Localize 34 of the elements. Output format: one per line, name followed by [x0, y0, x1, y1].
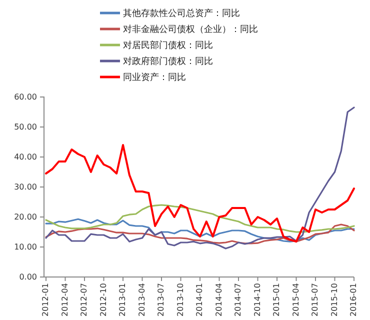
- legend-label: 同业资产：同比: [123, 72, 186, 84]
- x-tick-label: 2015-07: [310, 283, 320, 316]
- x-tick-label: 2012-04: [60, 283, 70, 316]
- y-tick-label: 40.00: [14, 152, 37, 162]
- x-tick-label: 2014-07: [234, 283, 243, 316]
- x-tick-label: 2015-10: [330, 283, 339, 316]
- x-tick-label: 2016-01: [349, 283, 358, 316]
- y-tick-label: 50.00: [14, 122, 37, 132]
- y-tick-label: 20.00: [14, 212, 37, 222]
- line-series: [45, 144, 355, 243]
- legend-label: 对政府部门债权：同比: [123, 56, 213, 68]
- x-tick-label: 2013-07: [156, 283, 166, 316]
- y-tick-label: 60.00: [14, 92, 37, 102]
- x-tick-label: 2012-01: [41, 283, 50, 316]
- x-tick-label: 2015-01: [272, 283, 282, 316]
- y-tick-label: 0.00: [19, 272, 37, 282]
- x-tick-label: 2013-04: [137, 283, 146, 316]
- legend-label: 对居民部门债权：同比: [123, 40, 213, 52]
- x-tick-label: 2012-07: [80, 283, 89, 316]
- x-tick-label: 2014-01: [195, 283, 204, 316]
- line-series: [45, 204, 355, 233]
- x-tick-label: 2013-10: [176, 283, 185, 316]
- line-series: [45, 106, 355, 250]
- x-tick-label: 2015-04: [291, 283, 300, 316]
- line-series: [45, 224, 355, 244]
- x-tick-label: 2014-04: [214, 283, 224, 316]
- y-tick-label: 10.00: [14, 242, 37, 252]
- x-tick-label: 2014-10: [252, 283, 262, 316]
- x-tick-label: 2013-01: [118, 283, 128, 316]
- line-series: [45, 218, 355, 242]
- x-tick-label: 2012-10: [98, 283, 108, 316]
- y-tick-label: 30.00: [14, 182, 37, 192]
- legend-label: 其他存款性公司总资产：同比: [123, 8, 240, 20]
- legend-label: 对非金融公司债权（企业）：同比: [123, 24, 258, 36]
